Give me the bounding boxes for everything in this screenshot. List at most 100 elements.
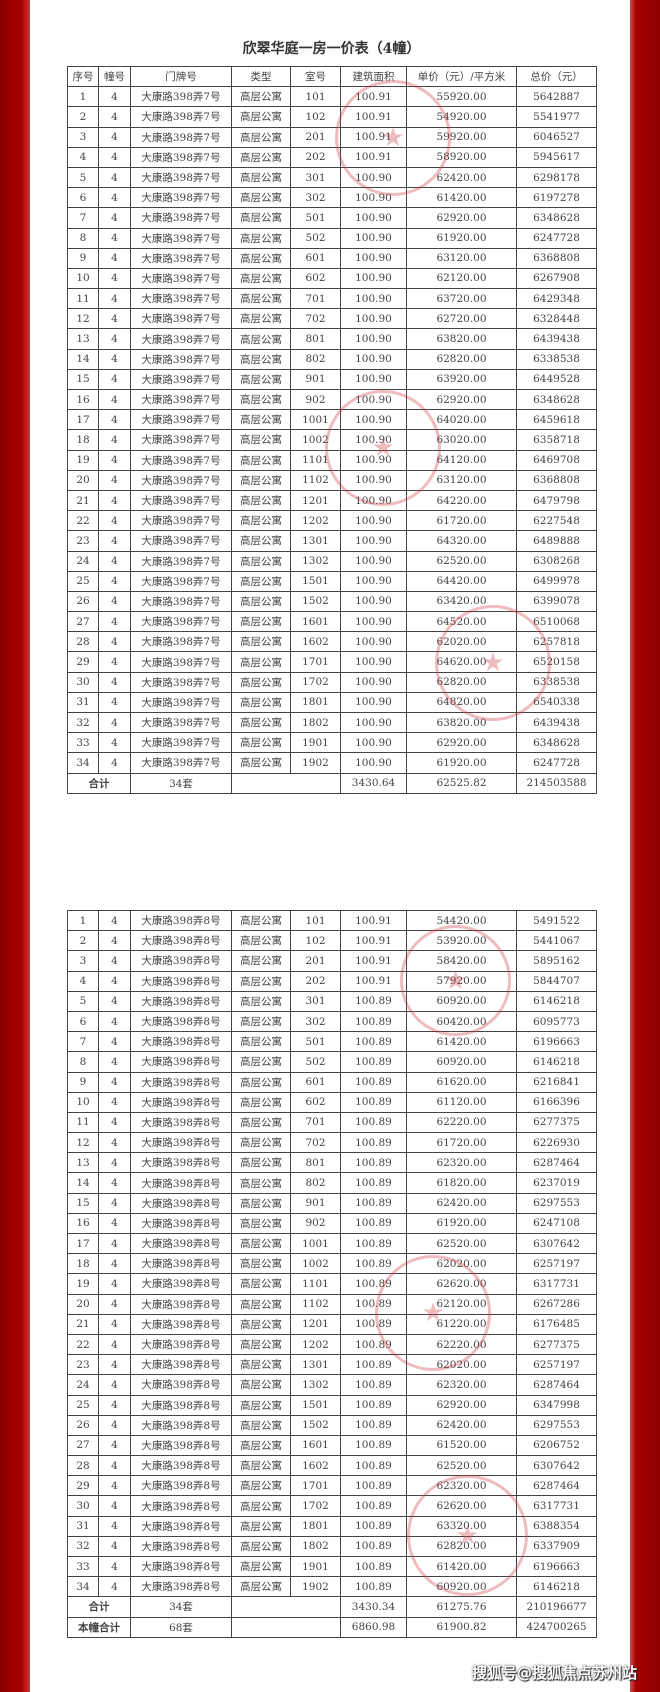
table-cell: 大康路398弄8号	[130, 1091, 232, 1113]
table-cell: 100.89	[340, 1515, 407, 1537]
table-cell: 4	[98, 550, 131, 572]
red-frame-left	[0, 0, 30, 1692]
table-cell: 6277375	[516, 1111, 597, 1134]
table-cell: 34套	[130, 772, 232, 794]
table-cell: 1801	[290, 1515, 341, 1537]
table-cell: 100.90	[340, 631, 407, 653]
table-row: 18 4 大康路398弄7号 高层公寓 1002 100.90 63020.00 635871…	[67, 429, 597, 451]
table-cell: 大康路398弄8号	[130, 1333, 232, 1356]
table-cell: 5441067	[516, 930, 597, 952]
table-cell: 6257197	[516, 1354, 597, 1376]
table-cell: 302	[290, 187, 341, 209]
table-cell: 502	[290, 1051, 341, 1073]
table-cell: 63420.00	[406, 590, 517, 613]
table-cell: 1302	[290, 550, 341, 572]
table-cell: 802	[290, 348, 341, 370]
table-cell: 62320.00	[406, 1152, 517, 1174]
table-cell: 16	[67, 1212, 99, 1235]
table-cell: 4	[98, 651, 131, 673]
table-cell: 301	[290, 990, 341, 1012]
table-cell: 4	[98, 449, 131, 471]
table-cell: 21	[67, 489, 99, 512]
table-cell: 6348628	[516, 732, 597, 754]
table-cell: 17	[67, 409, 99, 431]
table-cell: 23	[67, 1354, 99, 1376]
table-cell: 高层公寓	[231, 1535, 291, 1558]
table-cell: 100.90	[340, 449, 407, 471]
table-cell: 高层公寓	[231, 1576, 291, 1598]
table-cell: 101	[290, 86, 341, 108]
table-row: 28 4 大康路398弄8号 高层公寓 1602 100.89 62520.00 630764…	[67, 1455, 597, 1477]
table-row: 34 4 大康路398弄7号 高层公寓 1902 100.90 61920.00 624772…	[67, 752, 597, 774]
document-title: 欣翠华庭一房一价表（4幢）	[242, 41, 421, 57]
table-row: 26 4 大康路398弄8号 高层公寓 1502 100.89 62420.00 629755…	[67, 1414, 597, 1436]
price-table-building-8: 1 4 大康路398弄8号 高层公寓 101 100.91 54420.00 5491522 2…	[67, 909, 597, 1638]
table-cell: 34	[67, 752, 99, 774]
table-cell: 100.90	[340, 227, 407, 249]
table-cell: 4	[98, 631, 131, 653]
table-cell: 4	[98, 909, 131, 932]
table-cell: 4	[98, 288, 131, 310]
table-cell: 14	[67, 348, 99, 370]
table-cell: 100.90	[340, 510, 407, 532]
table-cell: 大康路398弄7号	[130, 328, 232, 350]
table-cell: 1002	[290, 1253, 341, 1275]
table-cell: 100.89	[340, 1192, 407, 1214]
table-cell: 大康路398弄8号	[130, 1515, 232, 1537]
table-cell: 大康路398弄8号	[130, 1132, 232, 1154]
table-cell: 61120.00	[406, 1091, 517, 1113]
table-cell: 高层公寓	[231, 930, 291, 952]
table-cell: 702	[290, 1132, 341, 1154]
table-cell: 902	[290, 1212, 341, 1235]
table-cell: 1501	[290, 1394, 341, 1416]
table-cell: 100.90	[340, 288, 407, 310]
table-cell: 大康路398弄7号	[130, 227, 232, 249]
table-row: 3 4 大康路398弄7号 高层公寓 201 100.91 59920.00 6046527	[67, 126, 597, 148]
table-cell: 4	[98, 732, 131, 754]
table-cell: 6317731	[516, 1495, 597, 1517]
table-cell: 1002	[290, 429, 341, 451]
table-cell: 6197278	[516, 187, 597, 209]
table-cell: 100.90	[340, 308, 407, 330]
table-cell: 302	[290, 1010, 341, 1033]
table-row: 18 4 大康路398弄8号 高层公寓 1002 100.89 62020.00 625719…	[67, 1253, 597, 1275]
table-cell: 100.91	[340, 86, 407, 108]
table-cell: 62525.82	[406, 772, 517, 794]
table-cell: 4	[98, 950, 131, 972]
table-cell: 大康路398弄8号	[130, 1031, 232, 1053]
table-cell: 高层公寓	[231, 1152, 291, 1174]
table-cell: 1101	[290, 449, 341, 471]
table-cell: 100.89	[340, 1354, 407, 1376]
table-cell: 大康路398弄7号	[130, 409, 232, 431]
table-cell: 61920.00	[406, 227, 517, 249]
table-cell: 100.89	[340, 1333, 407, 1356]
table-cell: 大康路398弄7号	[130, 631, 232, 653]
table-cell: 64320.00	[406, 530, 517, 552]
table-cell: 大康路398弄7号	[130, 126, 232, 148]
table-row: 27 4 大康路398弄8号 高层公寓 1601 100.89 61520.00 620675…	[67, 1434, 597, 1457]
table-cell: 4	[98, 530, 131, 552]
table-cell: 100.89	[340, 1555, 407, 1578]
table-cell: 4	[98, 1111, 131, 1134]
table-cell: 5895162	[516, 950, 597, 972]
table-cell: 高层公寓	[231, 631, 291, 653]
table-cell: 29	[67, 1475, 99, 1497]
table-cell: 高层公寓	[231, 1212, 291, 1235]
table-cell: 8	[67, 1051, 99, 1073]
table-cell: 幢号	[98, 65, 131, 88]
table-cell: 4	[98, 1212, 131, 1235]
table-cell: 100.89	[340, 1111, 407, 1134]
table-row: 11 4 大康路398弄7号 高层公寓 701 100.90 63720.00 6429348	[67, 288, 597, 310]
table-row: 34 4 大康路398弄8号 高层公寓 1902 100.89 60920.00 614621…	[67, 1576, 597, 1598]
table-cell: 61275.76	[406, 1596, 517, 1618]
table-cell: 21	[67, 1313, 99, 1335]
table-cell: 62520.00	[406, 550, 517, 572]
table-cell: 大康路398弄7号	[130, 368, 232, 391]
table-cell: 61820.00	[406, 1172, 517, 1194]
table-cell: 6307642	[516, 1455, 597, 1477]
table-cell: 大康路398弄7号	[130, 691, 232, 714]
table-cell: 4	[98, 990, 131, 1012]
table-cell: 4	[98, 1293, 131, 1315]
table-row: 32 4 大康路398弄8号 高层公寓 1802 100.89 62820.00 633790…	[67, 1535, 597, 1558]
table-cell: 高层公寓	[231, 550, 291, 572]
